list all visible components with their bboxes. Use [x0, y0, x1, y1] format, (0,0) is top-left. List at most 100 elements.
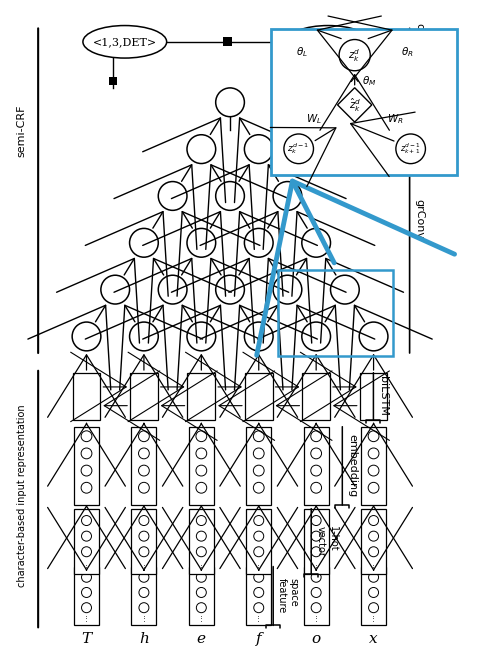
Circle shape	[284, 134, 314, 163]
Circle shape	[197, 546, 206, 557]
Circle shape	[311, 448, 321, 459]
Bar	[302, 373, 330, 420]
Circle shape	[369, 546, 378, 557]
Text: space
feature: space feature	[277, 579, 299, 613]
Text: ⋮: ⋮	[313, 564, 319, 570]
Circle shape	[196, 448, 207, 459]
Text: ⋮: ⋮	[83, 564, 90, 570]
Circle shape	[368, 431, 379, 441]
Circle shape	[197, 572, 206, 583]
Circle shape	[187, 134, 216, 163]
Circle shape	[369, 516, 378, 525]
Circle shape	[158, 276, 187, 304]
Circle shape	[81, 431, 92, 441]
Bar	[361, 427, 386, 505]
Text: $z_k^{d-1}$: $z_k^{d-1}$	[287, 141, 310, 156]
Ellipse shape	[83, 26, 166, 58]
Circle shape	[339, 39, 370, 71]
Bar	[74, 427, 99, 505]
Circle shape	[254, 572, 264, 583]
Circle shape	[254, 516, 264, 525]
Circle shape	[197, 588, 206, 598]
Circle shape	[187, 322, 216, 351]
Circle shape	[216, 88, 244, 117]
Text: ⋮: ⋮	[255, 615, 262, 621]
Circle shape	[254, 603, 264, 613]
Circle shape	[302, 228, 331, 257]
Text: ⋮: ⋮	[370, 564, 377, 570]
Text: embedding: embedding	[347, 434, 357, 497]
Circle shape	[311, 482, 321, 493]
Circle shape	[368, 482, 379, 493]
Circle shape	[302, 322, 331, 351]
Text: ⋮: ⋮	[255, 564, 262, 570]
Text: output: output	[415, 24, 424, 60]
Bar	[304, 427, 329, 505]
Circle shape	[254, 546, 264, 557]
Circle shape	[138, 448, 150, 459]
Text: $W_R$: $W_R$	[387, 113, 404, 127]
Circle shape	[81, 482, 92, 493]
Text: ⋮: ⋮	[198, 564, 205, 570]
Circle shape	[81, 546, 91, 557]
Ellipse shape	[286, 26, 370, 58]
Circle shape	[244, 228, 273, 257]
Text: o: o	[312, 632, 321, 646]
Circle shape	[311, 516, 321, 525]
Circle shape	[369, 603, 378, 613]
Bar	[130, 373, 158, 420]
Circle shape	[396, 134, 425, 163]
Text: T: T	[81, 632, 91, 646]
Bar	[189, 567, 214, 625]
Circle shape	[311, 431, 321, 441]
Circle shape	[254, 531, 264, 541]
Circle shape	[253, 482, 264, 493]
Circle shape	[72, 322, 101, 351]
Bar	[271, 29, 457, 175]
Circle shape	[253, 465, 264, 476]
Circle shape	[369, 572, 378, 583]
Bar	[361, 567, 386, 625]
Circle shape	[81, 588, 91, 598]
Circle shape	[216, 182, 244, 211]
Text: $\theta_M$: $\theta_M$	[362, 75, 377, 89]
Text: ⋮: ⋮	[83, 615, 90, 621]
Bar	[74, 567, 99, 625]
Circle shape	[216, 276, 244, 304]
Circle shape	[311, 531, 321, 541]
Circle shape	[197, 531, 206, 541]
Circle shape	[196, 482, 207, 493]
Text: character-based input representation: character-based input representation	[17, 405, 27, 588]
Bar	[189, 427, 214, 505]
Circle shape	[368, 465, 379, 476]
Circle shape	[244, 134, 273, 163]
Text: biLSTM: biLSTM	[378, 377, 388, 417]
Circle shape	[130, 322, 158, 351]
Text: ⋮: ⋮	[140, 564, 148, 570]
Circle shape	[101, 276, 130, 304]
Text: e: e	[197, 632, 206, 646]
Circle shape	[81, 465, 92, 476]
Bar	[304, 509, 329, 574]
Bar	[223, 37, 232, 46]
Circle shape	[197, 516, 206, 525]
Circle shape	[196, 431, 207, 441]
Bar	[74, 509, 99, 574]
Circle shape	[253, 431, 264, 441]
Circle shape	[81, 603, 91, 613]
Bar	[108, 77, 117, 85]
Circle shape	[311, 572, 321, 583]
Circle shape	[138, 482, 150, 493]
Circle shape	[197, 603, 206, 613]
Text: $z_{k+1}^{d-1}$: $z_{k+1}^{d-1}$	[400, 141, 421, 156]
Polygon shape	[337, 88, 372, 122]
Circle shape	[311, 588, 321, 598]
Circle shape	[369, 588, 378, 598]
Bar	[246, 567, 271, 625]
Text: ⋮: ⋮	[198, 615, 205, 621]
Bar	[189, 509, 214, 574]
Circle shape	[368, 448, 379, 459]
Text: x: x	[369, 632, 378, 646]
Text: <4,3,NN>: <4,3,NN>	[299, 37, 358, 47]
Text: grConv: grConv	[415, 199, 424, 239]
